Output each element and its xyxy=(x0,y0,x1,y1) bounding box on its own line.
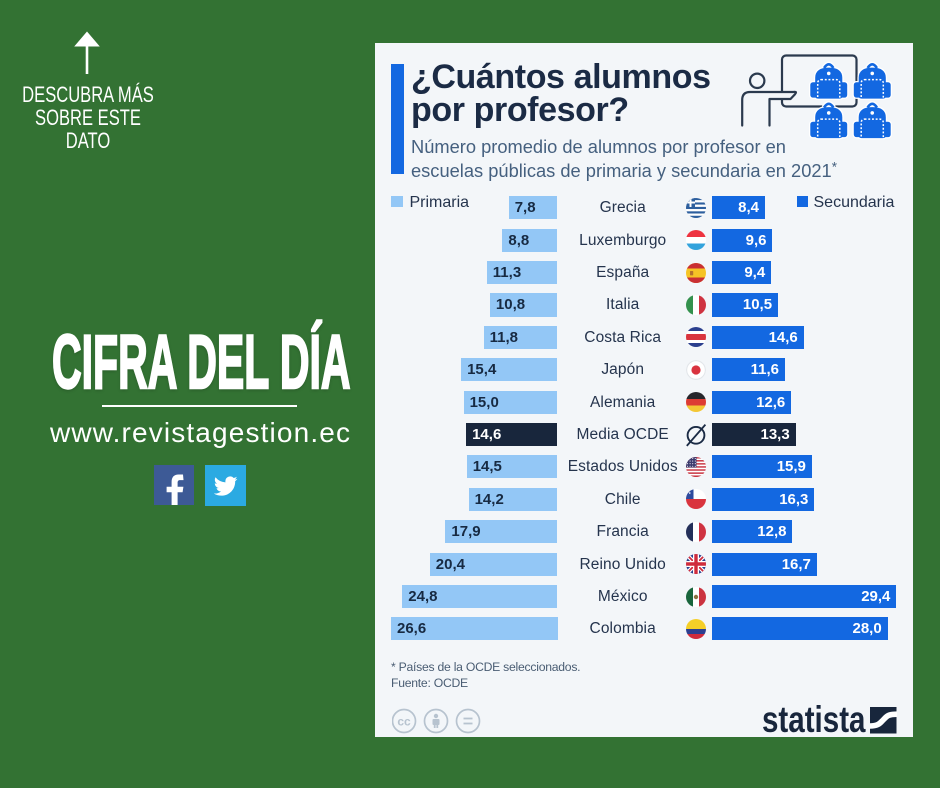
svg-text:cc: cc xyxy=(397,715,411,729)
